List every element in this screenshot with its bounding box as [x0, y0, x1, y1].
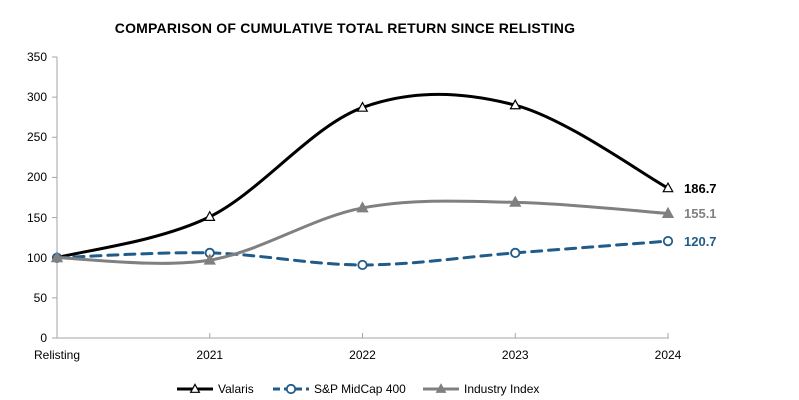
chart-title: COMPARISON OF CUMULATIVE TOTAL RETURN SI… — [114, 20, 576, 36]
legend-item-sp-midcap: S&P MidCap 400 — [272, 379, 406, 399]
open-triangle-marker — [203, 210, 216, 221]
circle-marker — [357, 259, 368, 271]
circle-marker — [510, 247, 521, 258]
y-tick-label: 250 — [26, 130, 47, 145]
y-tick-label: 150 — [26, 210, 47, 225]
x-tick-label: 2021 — [196, 348, 224, 362]
circle-marker — [285, 383, 297, 395]
legend-label-sp-midcap: S&P MidCap 400 — [314, 382, 406, 396]
y-tick-label: 350 — [26, 50, 47, 64]
y-tick-label: 50 — [33, 290, 47, 305]
y-tick-label: 0 — [40, 331, 47, 345]
end-value-sp-midcap: 120.7 — [684, 233, 717, 249]
open-triangle-marker — [189, 383, 201, 393]
legend-item-valaris: Valaris — [176, 379, 254, 399]
circle-marker — [662, 235, 674, 247]
sp-midcap-line-marker-icon — [273, 383, 309, 395]
filled-triangle-marker — [661, 206, 675, 218]
series-industry-index — [50, 195, 675, 265]
open-triangle-marker — [509, 98, 522, 110]
legend-item-industry-index: Industry Index — [422, 379, 539, 399]
filled-triangle-marker — [50, 251, 64, 263]
legend-label-industry-index: Industry Index — [464, 382, 540, 396]
valaris-line-marker-icon — [177, 383, 213, 393]
x-tick-label: Relisting — [33, 348, 81, 362]
x-tick-label: 2023 — [501, 348, 529, 362]
industry-index-line-marker-icon — [423, 383, 459, 393]
series-line — [55, 92, 670, 260]
y-tick-label: 300 — [26, 90, 47, 105]
y-tick-label: 100 — [26, 250, 47, 265]
y-tick-label: 200 — [26, 170, 47, 185]
x-tick-label: 2024 — [654, 348, 682, 362]
legend-label-valaris: Valaris — [218, 382, 254, 396]
filled-triangle-marker — [509, 195, 522, 207]
end-value-valaris: 186.7 — [684, 180, 717, 196]
filled-triangle-marker — [435, 383, 447, 393]
open-triangle-marker — [662, 181, 674, 193]
x-tick-label: 2022 — [349, 348, 376, 362]
open-triangle-marker — [356, 101, 369, 112]
series-valaris — [51, 92, 674, 262]
filled-triangle-marker — [203, 253, 216, 265]
filled-triangle-marker — [356, 201, 369, 213]
end-value-industry-index: 155.1 — [684, 205, 717, 221]
